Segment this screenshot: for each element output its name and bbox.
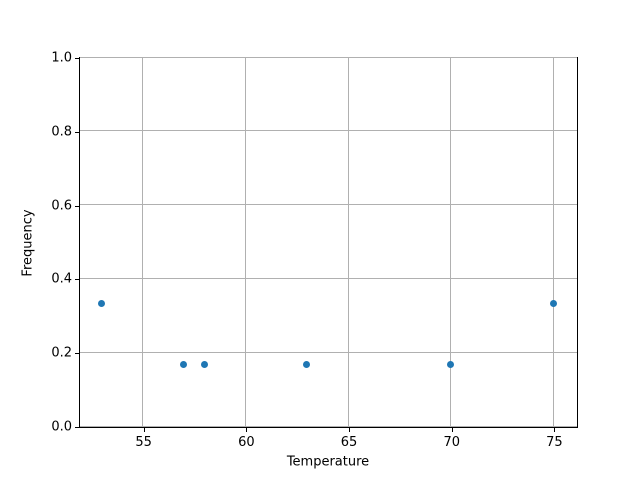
x-tick-label: 75 xyxy=(546,435,563,450)
x-tick-mark xyxy=(349,428,351,432)
y-tick-label: 0.6 xyxy=(51,198,72,214)
data-point xyxy=(200,360,208,368)
y-tick-label: 0.4 xyxy=(51,271,72,287)
y-tick-mark xyxy=(75,205,79,207)
y-tick-mark xyxy=(75,279,79,281)
x-tick-label: 60 xyxy=(238,435,255,450)
gridline-horizontal xyxy=(80,351,577,353)
x-tick-label: 55 xyxy=(135,435,152,450)
gridline-vertical xyxy=(450,58,452,427)
y-tick-mark xyxy=(75,353,79,355)
gridline-horizontal xyxy=(80,56,577,58)
gridline-horizontal xyxy=(80,425,577,427)
gridline-horizontal xyxy=(80,204,577,206)
data-point xyxy=(98,299,106,307)
y-tick-mark xyxy=(75,58,79,59)
gridline-horizontal xyxy=(80,130,577,132)
y-tick-mark xyxy=(75,427,79,428)
x-axis-label: Temperature xyxy=(286,454,370,470)
plot-area xyxy=(79,56,578,428)
x-tick-mark xyxy=(554,428,556,432)
y-tick-label: 1.0 xyxy=(51,50,72,66)
data-point xyxy=(447,360,455,368)
y-axis-label: Frequency xyxy=(20,209,36,277)
gridline-vertical xyxy=(347,58,349,427)
gridline-vertical xyxy=(244,58,246,427)
data-point xyxy=(303,360,311,368)
y-tick-label: 0.8 xyxy=(51,124,72,140)
x-tick-label: 70 xyxy=(443,435,460,450)
y-tick-mark xyxy=(75,131,79,133)
y-tick-label: 0.0 xyxy=(51,419,72,435)
gridline-vertical xyxy=(142,58,144,427)
gridline-vertical xyxy=(552,58,554,427)
gridline-horizontal xyxy=(80,277,577,279)
y-tick-label: 0.2 xyxy=(51,345,72,361)
x-tick-mark xyxy=(143,428,145,432)
data-point xyxy=(180,360,188,368)
x-tick-mark xyxy=(246,428,248,432)
x-tick-mark xyxy=(451,428,453,432)
x-tick-label: 65 xyxy=(340,435,358,450)
data-point xyxy=(549,299,557,307)
